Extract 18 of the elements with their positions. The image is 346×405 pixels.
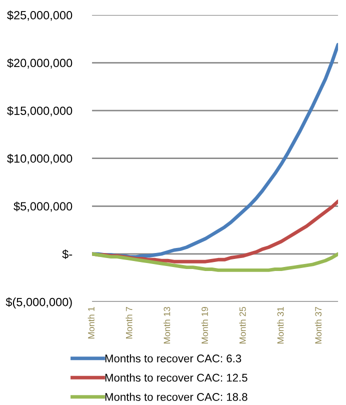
legend-label: Months to recover CAC: 12.5 [105,373,248,382]
y-tick-label: $25,000,000 [7,10,72,21]
y-tick-label: $10,000,000 [7,154,72,164]
y-tick-label: $(5,000,000) [6,297,72,309]
x-tick-label: Month 13 [164,306,170,344]
legend-label: Months to recover CAC: 18.8 [105,392,248,401]
x-tick-label: Month 31 [277,307,284,344]
line-series [92,252,338,272]
x-tick-label: Month 37 [314,307,322,344]
x-tick-label: Month 7 [126,307,132,338]
y-tick-label: $5,000,000 [14,202,72,212]
x-tick-label: Month 1 [88,307,94,338]
y-tick-label: $20,000,000 [7,58,72,69]
x-tick-label: Month 25 [239,306,246,344]
y-tick-label: $- [62,249,72,260]
legend-label: Months to recover CAC: 6.3 [105,354,242,362]
x-tick-label: Month 19 [201,307,208,344]
y-tick-label: $15,000,000 [7,106,72,116]
